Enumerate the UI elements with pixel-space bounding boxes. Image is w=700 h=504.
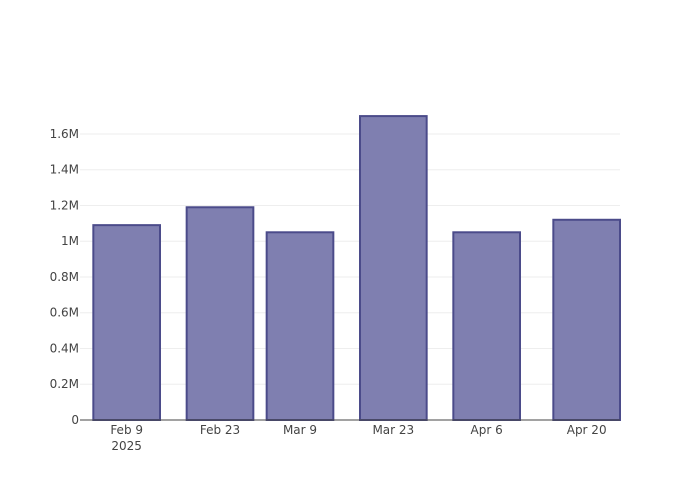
bar — [185, 206, 255, 421]
x-tick-label: Apr 6 — [471, 423, 503, 437]
x-tick-label: Mar 23 — [372, 423, 414, 437]
bars — [92, 115, 621, 421]
bar — [359, 115, 428, 421]
y-tick-label: 0.6M — [50, 306, 79, 320]
y-tick-label: 1.4M — [50, 163, 79, 177]
y-tick-label: 0.4M — [50, 341, 79, 355]
y-tick-label: 0.8M — [50, 270, 79, 284]
x-tick-label: Feb 9 — [110, 423, 143, 437]
gridlines — [80, 133, 620, 385]
bar — [265, 231, 335, 421]
x-tick-label: Apr 20 — [567, 423, 607, 437]
x-tick-label: Mar 9 — [283, 423, 317, 437]
y-tick-label: 1.6M — [50, 127, 79, 141]
x-tick-label: Feb 23 — [200, 423, 240, 437]
y-tick-label: 1.2M — [50, 198, 79, 212]
bar — [552, 218, 621, 421]
y-tick-label: 0 — [71, 413, 79, 427]
bar — [92, 224, 161, 421]
y-tick-label: 0.2M — [50, 377, 79, 391]
x-axis-ticks: Feb 9 Feb 23 Mar 9 Mar 23 Apr 6 Apr 20 — [110, 423, 606, 437]
bar — [452, 231, 522, 421]
y-axis-ticks: 0 0.2M 0.4M 0.6M 0.8M 1M 1.2M 1.4M 1.6M — [50, 127, 79, 427]
x-axis-year-label: 2025 — [111, 439, 142, 453]
y-tick-label: 1M — [61, 234, 79, 248]
